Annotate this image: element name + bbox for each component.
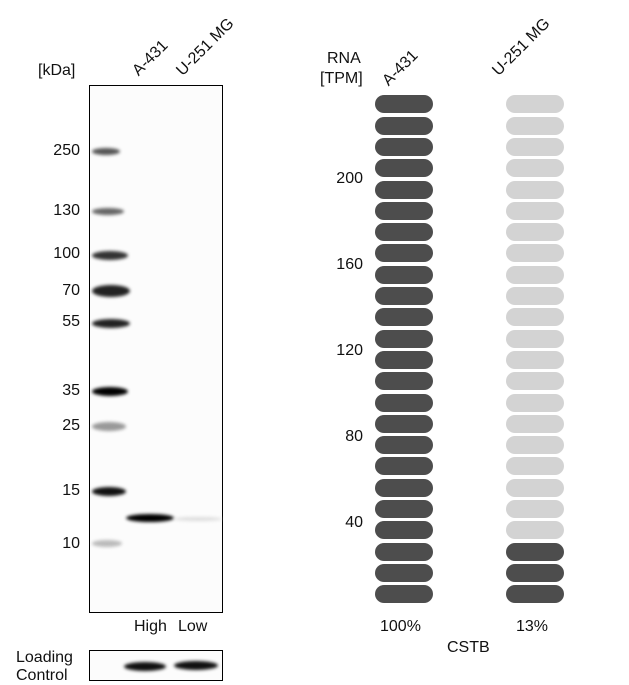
rna-pill-u251-empty (506, 159, 564, 178)
loading-band (174, 661, 218, 670)
sample-band-u251 (174, 517, 222, 521)
ladder-band (92, 285, 130, 297)
ladder-band (92, 540, 122, 547)
loading-band (124, 662, 166, 671)
ladder-band (92, 251, 128, 260)
rna-pill-u251-empty (506, 308, 564, 327)
rna-pill-u251-empty (506, 180, 564, 199)
rna-pill-u251-empty (506, 457, 564, 476)
lane-label-u251: U-251 MG (173, 15, 238, 80)
rna-pill-u251-empty (506, 223, 564, 242)
rna-pill-a431-filled (375, 244, 433, 263)
marker-70: 70 (62, 282, 80, 299)
marker-100: 100 (53, 245, 80, 262)
rna-pill-a431-filled (375, 457, 433, 476)
ladder-band (92, 148, 120, 155)
rna-pill-a431-filled (375, 542, 433, 561)
ytick-200: 200 (336, 170, 363, 187)
percent-u251: 13% (516, 618, 549, 635)
marker-250: 250 (53, 142, 80, 159)
rna-pill-u251-filled (506, 542, 564, 561)
percent-a431: 100% (380, 618, 421, 635)
kda-label: [kDa] (38, 62, 76, 79)
loading-control-blot (89, 650, 223, 681)
rna-pill-a431-filled (375, 414, 433, 433)
ladder-band (92, 208, 124, 215)
marker-25: 25 (62, 417, 80, 434)
rna-pill-a431-filled (375, 223, 433, 242)
ladder-band (92, 487, 126, 496)
rna-pill-u251-empty (506, 478, 564, 497)
rna-pill-a431-filled (375, 116, 433, 135)
rna-pill-a431-filled (375, 500, 433, 518)
rna-pill-u251-filled (506, 563, 564, 582)
rna-pill-u251-empty (506, 287, 564, 305)
tpm-label: [TPM] (320, 70, 363, 87)
rna-pill-a431-filled (375, 180, 433, 199)
rna-pill-u251-empty (506, 500, 564, 518)
rna-pill-u251-empty (506, 350, 564, 369)
western-blot-image (89, 85, 223, 613)
ytick-40: 40 (345, 514, 363, 531)
marker-10: 10 (62, 535, 80, 552)
ladder-band (92, 319, 130, 328)
loading-control-label-1: Loading (16, 649, 73, 666)
rna-pill-a431-filled (375, 308, 433, 327)
rna-pill-u251-empty (506, 201, 564, 220)
rna-pill-a431-filled (375, 201, 433, 220)
loading-control-label-2: Control (16, 667, 68, 684)
rna-pill-a431-filled (375, 478, 433, 497)
rna-pill-a431-filled (375, 287, 433, 305)
rna-pill-a431-filled (375, 585, 433, 604)
rna-pill-u251-empty (506, 436, 564, 455)
rna-pill-u251-empty (506, 265, 564, 284)
rna-pill-u251-empty (506, 244, 564, 263)
rna-pill-u251-empty (506, 137, 564, 156)
rna-label: RNA (327, 50, 361, 67)
rna-category-a431: A-431 (379, 47, 422, 90)
ytick-80: 80 (345, 428, 363, 445)
rna-pill-a431-filled (375, 95, 433, 114)
rna-pill-u251-empty (506, 372, 564, 391)
gene-label: CSTB (447, 639, 490, 656)
marker-35: 35 (62, 382, 80, 399)
ytick-120: 120 (336, 342, 363, 359)
rna-pill-u251-empty (506, 95, 564, 114)
rna-pill-u251-empty (506, 116, 564, 135)
rna-pill-a431-filled (375, 265, 433, 284)
rna-pill-a431-filled (375, 563, 433, 582)
rna-pill-u251-empty (506, 414, 564, 433)
ladder-band (92, 387, 128, 396)
rna-pill-u251-empty (506, 329, 564, 348)
rna-pill-a431-filled (375, 329, 433, 348)
rna-pill-a431-filled (375, 350, 433, 369)
rna-pill-a431-filled (375, 372, 433, 391)
level-low: Low (178, 618, 208, 635)
rna-pill-u251-filled (506, 585, 564, 604)
rna-category-u251: U-251 MG (489, 15, 554, 80)
ladder-band (92, 422, 126, 431)
marker-130: 130 (53, 202, 80, 219)
rna-pill-a431-filled (375, 521, 433, 540)
rna-pill-a431-filled (375, 159, 433, 178)
rna-pill-a431-filled (375, 436, 433, 455)
marker-15: 15 (62, 482, 80, 499)
sample-band-a431 (126, 514, 174, 522)
rna-pill-u251-empty (506, 521, 564, 540)
rna-pill-a431-filled (375, 137, 433, 156)
lane-label-a431: A-431 (129, 37, 172, 80)
rna-pill-a431-filled (375, 393, 433, 412)
rna-pill-u251-empty (506, 393, 564, 412)
marker-55: 55 (62, 313, 80, 330)
level-high: High (134, 618, 167, 635)
ytick-160: 160 (336, 256, 363, 273)
